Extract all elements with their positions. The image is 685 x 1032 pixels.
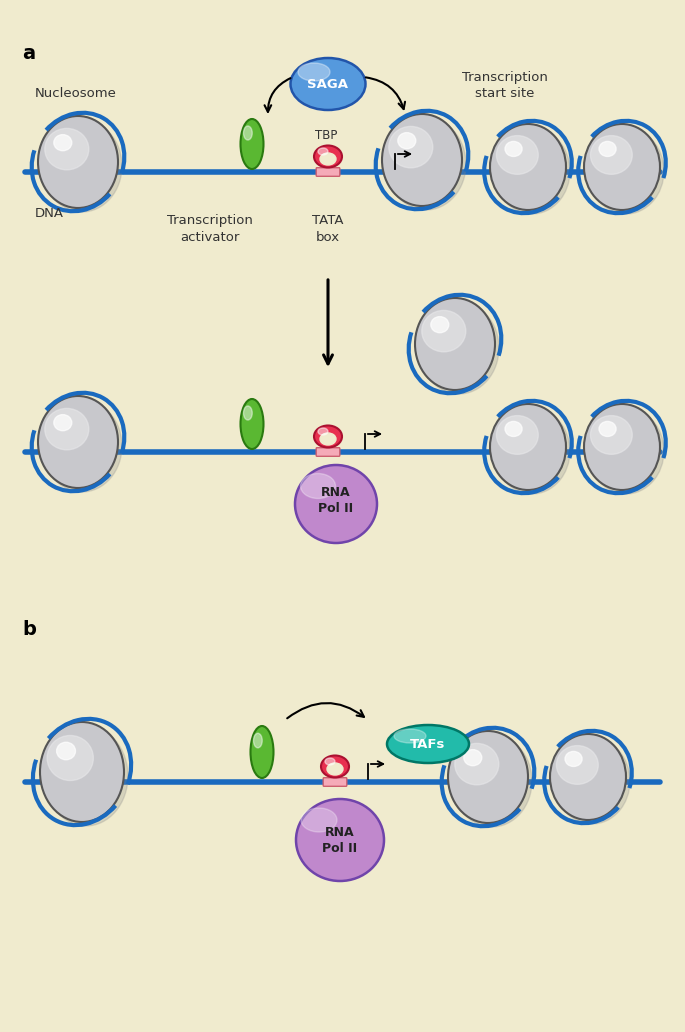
Ellipse shape <box>505 421 522 437</box>
Ellipse shape <box>45 409 89 450</box>
Ellipse shape <box>497 416 538 454</box>
Text: RNA
Pol II: RNA Pol II <box>323 826 358 854</box>
Ellipse shape <box>45 128 89 170</box>
Text: DNA: DNA <box>35 207 64 220</box>
Ellipse shape <box>44 725 128 826</box>
Ellipse shape <box>386 118 466 209</box>
Ellipse shape <box>455 743 499 784</box>
Ellipse shape <box>588 128 664 214</box>
Text: b: b <box>22 620 36 639</box>
Ellipse shape <box>387 725 469 763</box>
Ellipse shape <box>301 808 337 832</box>
Ellipse shape <box>54 134 72 151</box>
Ellipse shape <box>301 474 336 498</box>
Ellipse shape <box>494 128 570 214</box>
Text: TATA
box: TATA box <box>312 214 344 244</box>
Ellipse shape <box>554 738 630 824</box>
Ellipse shape <box>253 734 262 748</box>
FancyBboxPatch shape <box>316 168 340 176</box>
Ellipse shape <box>415 298 495 390</box>
Ellipse shape <box>240 399 264 449</box>
Ellipse shape <box>54 415 72 430</box>
Text: Transcription
activator: Transcription activator <box>167 214 253 244</box>
Ellipse shape <box>318 428 328 436</box>
Ellipse shape <box>325 757 335 765</box>
Ellipse shape <box>419 302 499 394</box>
Ellipse shape <box>490 124 566 209</box>
Text: RNA
Pol II: RNA Pol II <box>319 485 353 515</box>
Ellipse shape <box>584 124 660 209</box>
Ellipse shape <box>565 751 582 767</box>
Ellipse shape <box>599 421 616 437</box>
Ellipse shape <box>556 745 598 784</box>
Ellipse shape <box>296 799 384 881</box>
Ellipse shape <box>321 755 349 777</box>
Ellipse shape <box>431 317 449 332</box>
Ellipse shape <box>320 153 336 165</box>
Ellipse shape <box>452 735 532 827</box>
Ellipse shape <box>251 725 273 778</box>
Ellipse shape <box>314 146 342 167</box>
Ellipse shape <box>394 729 426 743</box>
Ellipse shape <box>318 148 328 155</box>
Ellipse shape <box>240 119 264 169</box>
Ellipse shape <box>590 135 632 174</box>
Ellipse shape <box>448 731 528 823</box>
Ellipse shape <box>422 311 466 352</box>
Ellipse shape <box>588 408 664 494</box>
Ellipse shape <box>398 133 416 149</box>
Ellipse shape <box>42 400 122 492</box>
Ellipse shape <box>42 120 122 212</box>
Ellipse shape <box>464 749 482 766</box>
Ellipse shape <box>599 141 616 157</box>
Text: SAGA: SAGA <box>308 77 349 91</box>
Ellipse shape <box>38 396 118 488</box>
Ellipse shape <box>40 722 124 823</box>
Text: TBP: TBP <box>315 129 337 142</box>
Ellipse shape <box>57 742 75 760</box>
Ellipse shape <box>584 404 660 490</box>
Ellipse shape <box>550 734 626 820</box>
Ellipse shape <box>243 406 252 420</box>
Text: Nucleosome: Nucleosome <box>35 87 117 100</box>
Ellipse shape <box>490 404 566 490</box>
FancyBboxPatch shape <box>316 448 340 456</box>
Ellipse shape <box>298 63 330 80</box>
Ellipse shape <box>497 135 538 174</box>
Ellipse shape <box>505 141 522 157</box>
Text: a: a <box>22 44 35 63</box>
Ellipse shape <box>295 465 377 543</box>
Ellipse shape <box>590 416 632 454</box>
Ellipse shape <box>389 127 433 168</box>
Ellipse shape <box>38 116 118 208</box>
Ellipse shape <box>327 763 343 775</box>
Ellipse shape <box>290 58 366 110</box>
Text: Transcription
start site: Transcription start site <box>462 70 548 100</box>
Ellipse shape <box>382 114 462 206</box>
Ellipse shape <box>243 126 252 140</box>
Ellipse shape <box>494 408 570 494</box>
Text: TAFs: TAFs <box>410 738 446 750</box>
FancyBboxPatch shape <box>323 778 347 786</box>
Ellipse shape <box>314 425 342 448</box>
Ellipse shape <box>320 433 336 445</box>
Ellipse shape <box>47 736 93 780</box>
